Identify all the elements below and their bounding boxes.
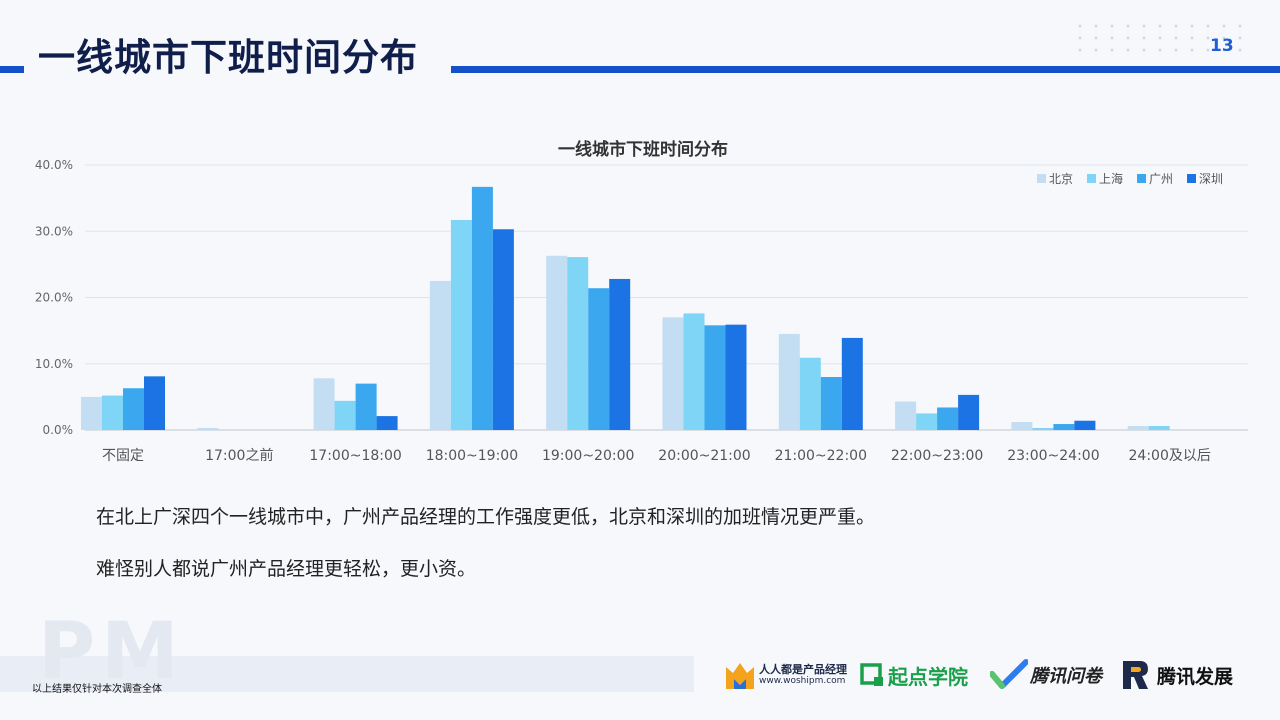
bar [799,357,821,430]
bar [450,219,472,430]
bar [662,317,684,430]
bar [778,333,800,430]
bar [1053,424,1075,430]
bar [895,401,917,430]
bar [123,388,144,430]
y-tick-label: 0.0% [43,423,74,437]
bar [937,407,959,430]
x-tick-label: 21:00~22:00 [775,448,867,464]
y-tick-label: 20.0% [35,291,73,305]
x-tick-label: 17:00之前 [205,447,273,464]
woshipm-logo-icon [726,663,754,689]
x-tick-label: 19:00~20:00 [542,448,634,464]
svg-text:广州: 广州 [1149,172,1173,186]
bar [546,255,568,430]
bar [567,257,589,430]
woshipm-logo-url: www.woshipm.com [759,676,846,686]
decorative-dot-grid [1072,20,1248,52]
legend-item: 上海 [1087,171,1123,186]
bar [197,428,219,430]
svg-text:北京: 北京 [1049,172,1073,186]
bar [492,229,514,430]
bar [725,324,747,430]
check-icon [990,659,1028,689]
bar [1074,420,1096,430]
wenjuan-logo-name: 腾讯问卷 [1030,666,1102,687]
bar [102,395,123,430]
woshipm-logo-name: 人人都是产品经理 [759,663,847,676]
x-tick-label: 23:00~24:00 [1007,448,1099,464]
bar [820,377,842,430]
footnote: 以上结果仅针对本次调查全体 [32,684,162,695]
x-tick-label: 17:00~18:00 [309,448,401,464]
footer-band [0,656,694,692]
svg-text:深圳: 深圳 [1199,172,1223,186]
bar [1032,428,1054,430]
x-tick-label: 20:00~21:00 [658,448,750,464]
x-tick-label: 22:00~23:00 [891,448,983,464]
bar [355,383,377,430]
bar [958,394,980,430]
bar [841,337,863,430]
svg-text:上海: 上海 [1099,171,1123,186]
fazhan-logo-icon [1123,661,1148,689]
wenjuan-logo: 腾讯问卷 [990,655,1102,695]
bar [144,376,165,430]
bar [609,278,631,430]
title-accent-right [451,66,1280,73]
title-accent-left [0,66,24,73]
y-tick-label: 40.0% [35,158,73,172]
bar [1011,422,1033,430]
pm-watermark: PM [38,607,185,697]
chart-title: 一线城市下班时间分布 [558,139,728,160]
bar [704,325,726,430]
page-title: 一线城市下班时间分布 [38,36,418,79]
bar [588,288,610,430]
x-tick-label: 不固定 [102,448,144,464]
summary-paragraph-2: 难怪别人都说广州产品经理更轻松，更小资。 [96,558,477,580]
legend-item: 深圳 [1187,172,1223,186]
bar [683,313,705,430]
summary-paragraph-1: 在北上广深四个一线城市中，广州产品经理的工作强度更低，北京和深圳的加班情况更严重… [96,506,876,528]
bar [916,413,938,430]
bar [471,186,493,430]
page-number: 13 [1210,36,1234,56]
y-tick-label: 10.0% [35,357,73,371]
bar [1148,426,1170,430]
bar [313,378,335,430]
y-tick-label: 30.0% [35,224,73,238]
bar [334,400,356,430]
bar [376,416,398,430]
legend-item: 北京 [1037,172,1073,186]
x-tick-label: 18:00~19:00 [426,448,518,464]
legend-item: 广州 [1137,172,1173,186]
qidian-logo: 起点学院 [860,655,968,695]
bar [1127,426,1149,430]
fazhan-logo-name: 腾讯发展 [1157,665,1234,688]
x-tick-label: 24:00及以后 [1129,448,1211,464]
bar [429,280,451,430]
woshipm-logo: 人人都是产品经理 www.woshipm.com [724,655,847,695]
bar [81,396,102,430]
fazhan-logo: 腾讯发展 [1120,655,1233,695]
qidian-logo-icon [860,663,883,686]
qidian-logo-name: 起点学院 [888,664,968,689]
